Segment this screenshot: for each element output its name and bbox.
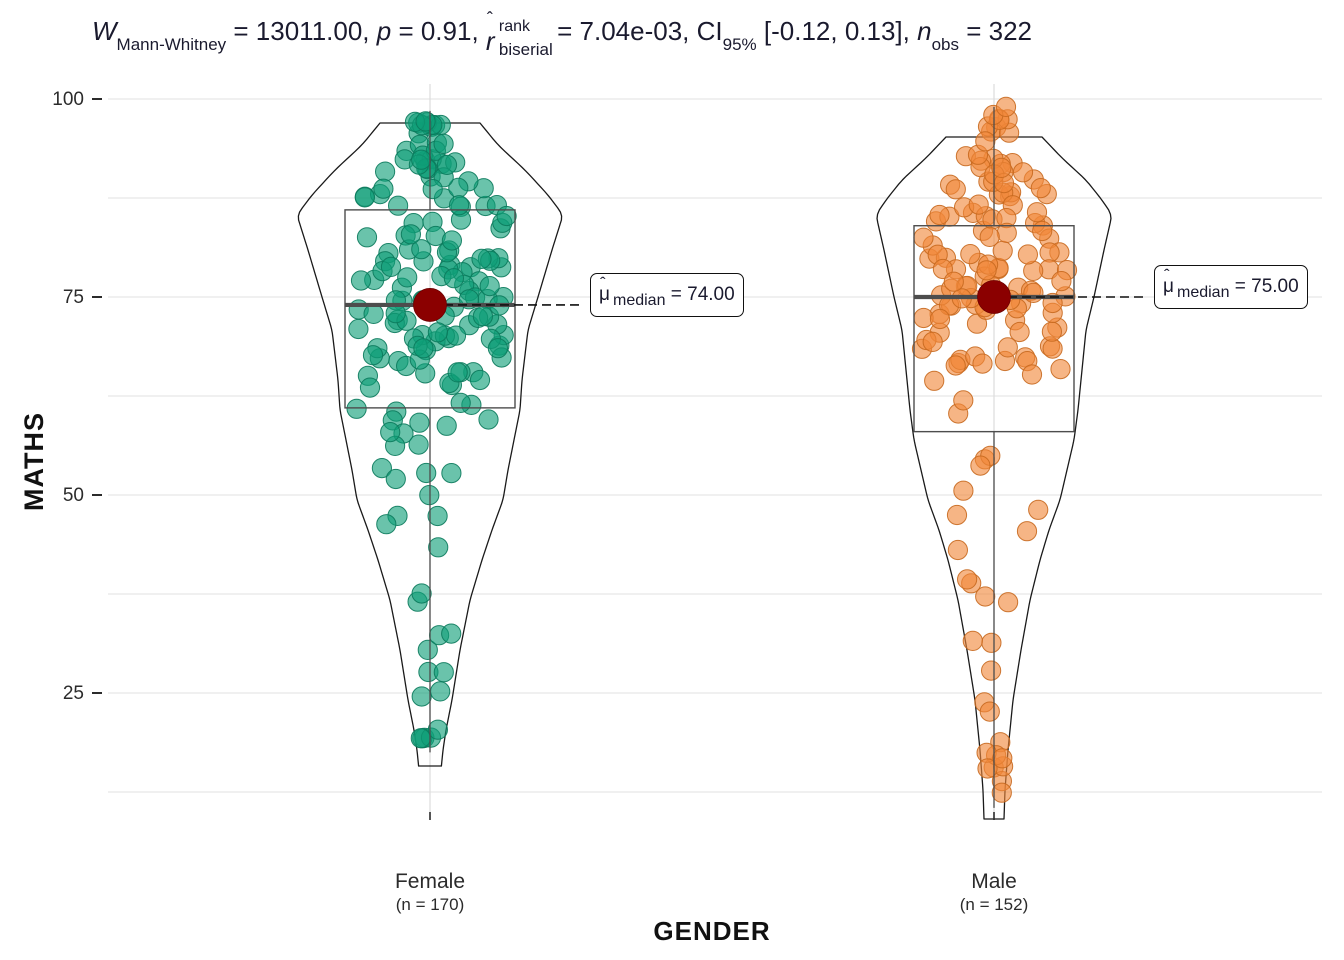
- svg-text:25: 25: [63, 683, 84, 704]
- svg-text:50: 50: [63, 485, 84, 506]
- svg-text:75: 75: [63, 287, 84, 308]
- svg-text:100: 100: [52, 89, 84, 110]
